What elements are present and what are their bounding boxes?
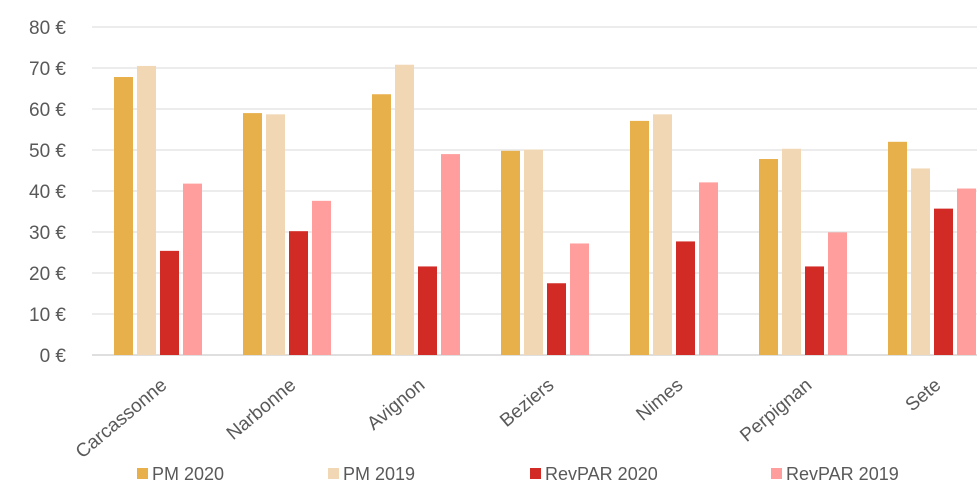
bar-pm-2020 — [501, 150, 520, 355]
bar-pm-2020 — [114, 77, 133, 356]
legend-label: RevPAR 2019 — [786, 464, 899, 484]
x-tick-label: Beziers — [496, 375, 558, 432]
y-tick-label: 0 € — [40, 346, 67, 367]
bar-group — [243, 113, 331, 355]
x-tick-label: Narbonne — [223, 375, 300, 445]
x-tick-label: Carcassonne — [72, 375, 171, 463]
y-tick-label: 10 € — [29, 305, 66, 326]
y-tick-label: 20 € — [29, 264, 66, 285]
bars — [114, 64, 976, 356]
bar-group — [501, 149, 589, 355]
bar-revpar-2020 — [418, 266, 437, 355]
y-tick-label: 60 € — [29, 100, 66, 121]
legend-swatch — [328, 468, 339, 479]
bar-group — [114, 65, 202, 356]
legend-item: PM 2020 — [137, 464, 224, 484]
legend-item: RevPAR 2019 — [771, 464, 899, 484]
legend-swatch — [530, 468, 541, 479]
y-tick-label: 80 € — [29, 18, 66, 39]
bar-pm-2019 — [782, 148, 801, 355]
bar-revpar-2019 — [699, 182, 718, 355]
legend-item: PM 2019 — [328, 464, 415, 484]
x-tick-label: Avignon — [363, 375, 429, 435]
bar-revpar-2019 — [183, 183, 202, 355]
bar-group — [759, 148, 847, 355]
bar-pm-2019 — [266, 114, 285, 355]
x-axis: Carcassonne Narbonne Avignon Beziers Nimes Pe… — [72, 375, 945, 463]
bar-revpar-2020 — [160, 250, 179, 355]
y-tick-label: 50 € — [29, 141, 66, 162]
legend-label: RevPAR 2020 — [545, 464, 658, 484]
bar-revpar-2020 — [547, 283, 566, 355]
bar-pm-2020 — [759, 159, 778, 355]
legend-swatch — [137, 468, 148, 479]
bar-revpar-2019 — [570, 243, 589, 355]
bar-revpar-2019 — [441, 154, 460, 355]
bar-pm-2020 — [630, 120, 649, 355]
bar-revpar-2020 — [676, 241, 695, 355]
bar-revpar-2020 — [805, 266, 824, 355]
legend-label: PM 2019 — [343, 464, 415, 484]
legend-label: PM 2020 — [152, 464, 224, 484]
bar-pm-2019 — [137, 65, 156, 355]
bar-revpar-2019 — [312, 200, 331, 355]
y-axis: 0 € 10 € 20 € 30 € 40 € 50 € 60 € 70 € 80 € — [29, 18, 66, 367]
bar-pm-2020 — [888, 141, 907, 355]
x-tick-label: Perpignan — [736, 375, 816, 447]
bar-revpar-2020 — [289, 231, 308, 355]
bar-group — [372, 64, 460, 356]
bar-revpar-2019 — [957, 188, 976, 355]
bar-group — [630, 114, 718, 355]
y-tick-label: 30 € — [29, 223, 66, 244]
bar-pm-2020 — [372, 94, 391, 356]
y-tick-label: 40 € — [29, 182, 66, 203]
bar-pm-2019 — [653, 114, 672, 355]
legend: PM 2020 PM 2019 RevPAR 2020 RevPAR 2019 — [137, 464, 899, 484]
x-tick-label: Sete — [902, 375, 945, 416]
legend-swatch — [771, 468, 782, 479]
legend-item: RevPAR 2020 — [530, 464, 658, 484]
bar-revpar-2020 — [934, 208, 953, 355]
x-tick-label: Nimes — [632, 375, 687, 426]
bar-pm-2019 — [911, 168, 930, 355]
y-tick-label: 70 € — [29, 59, 66, 80]
bar-revpar-2019 — [828, 232, 847, 355]
bar-pm-2019 — [395, 64, 414, 355]
bar-pm-2019 — [524, 149, 543, 355]
bar-pm-2020 — [243, 113, 262, 355]
bar-group — [888, 141, 976, 355]
